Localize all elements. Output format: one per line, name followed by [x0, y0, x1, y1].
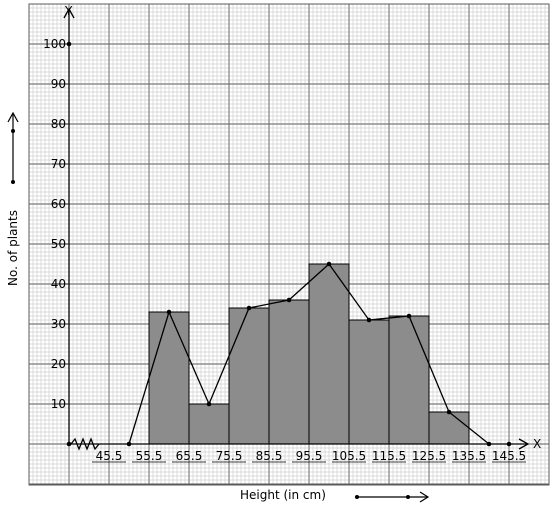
histogram-bar — [428, 411, 470, 445]
x-tick-label: 105.5 — [332, 449, 366, 463]
x-tick-label: 55.5 — [136, 449, 163, 463]
y-title-arrow — [7, 111, 19, 184]
polygon-point — [166, 309, 172, 315]
polygon-point — [366, 317, 372, 323]
histogram-bar — [188, 403, 230, 445]
x-tick-label: 115.5 — [372, 449, 406, 463]
y-axis-arrow — [63, 7, 75, 19]
histogram-bar — [388, 315, 430, 445]
grid-major — [28, 3, 550, 486]
x-tick-label: 125.5 — [412, 449, 446, 463]
y-axis-title: No. of plants — [6, 210, 20, 286]
x-tick-label: 85.5 — [256, 449, 283, 463]
polygon-point — [286, 297, 292, 303]
axes: X Y — [63, 4, 541, 451]
histogram-bar — [148, 311, 190, 445]
grid-border — [28, 3, 550, 486]
x-tick-label: 45.5 — [96, 449, 123, 463]
polygon-point — [206, 401, 212, 407]
y-axis-letter: Y — [64, 4, 73, 18]
axis-break-zigzag — [70, 437, 100, 451]
polygon-point — [406, 313, 412, 319]
x-tick-label: 95.5 — [296, 449, 323, 463]
frequency-polygon — [126, 261, 512, 447]
x-tick-label: 135.5 — [452, 449, 486, 463]
x-tick-label: 65.5 — [176, 449, 203, 463]
x-tick-label: 145.5 — [492, 449, 526, 463]
polygon-point — [446, 409, 452, 415]
histogram-bar — [228, 307, 270, 445]
polygon-point — [326, 261, 332, 267]
y-top-point — [66, 41, 72, 47]
x-title-arrow — [355, 491, 430, 503]
polygon-line — [128, 263, 490, 445]
histogram-bars — [148, 263, 470, 445]
x-axis-letter: X — [533, 437, 541, 451]
origin-point — [66, 441, 72, 447]
histogram-bar — [348, 319, 390, 445]
polygon-point — [246, 305, 252, 311]
x-tick-labels: 45.5 55.5 65.5 75.5 85.5 95.5 105.5 115.5 125.5 1… — [92, 449, 526, 463]
x-tick-label: 75.5 — [216, 449, 243, 463]
histogram-bar — [268, 299, 310, 445]
x-axis-arrow — [518, 438, 530, 450]
x-axis-title: Height (in cm) — [240, 488, 326, 502]
histogram-bar — [308, 263, 350, 445]
